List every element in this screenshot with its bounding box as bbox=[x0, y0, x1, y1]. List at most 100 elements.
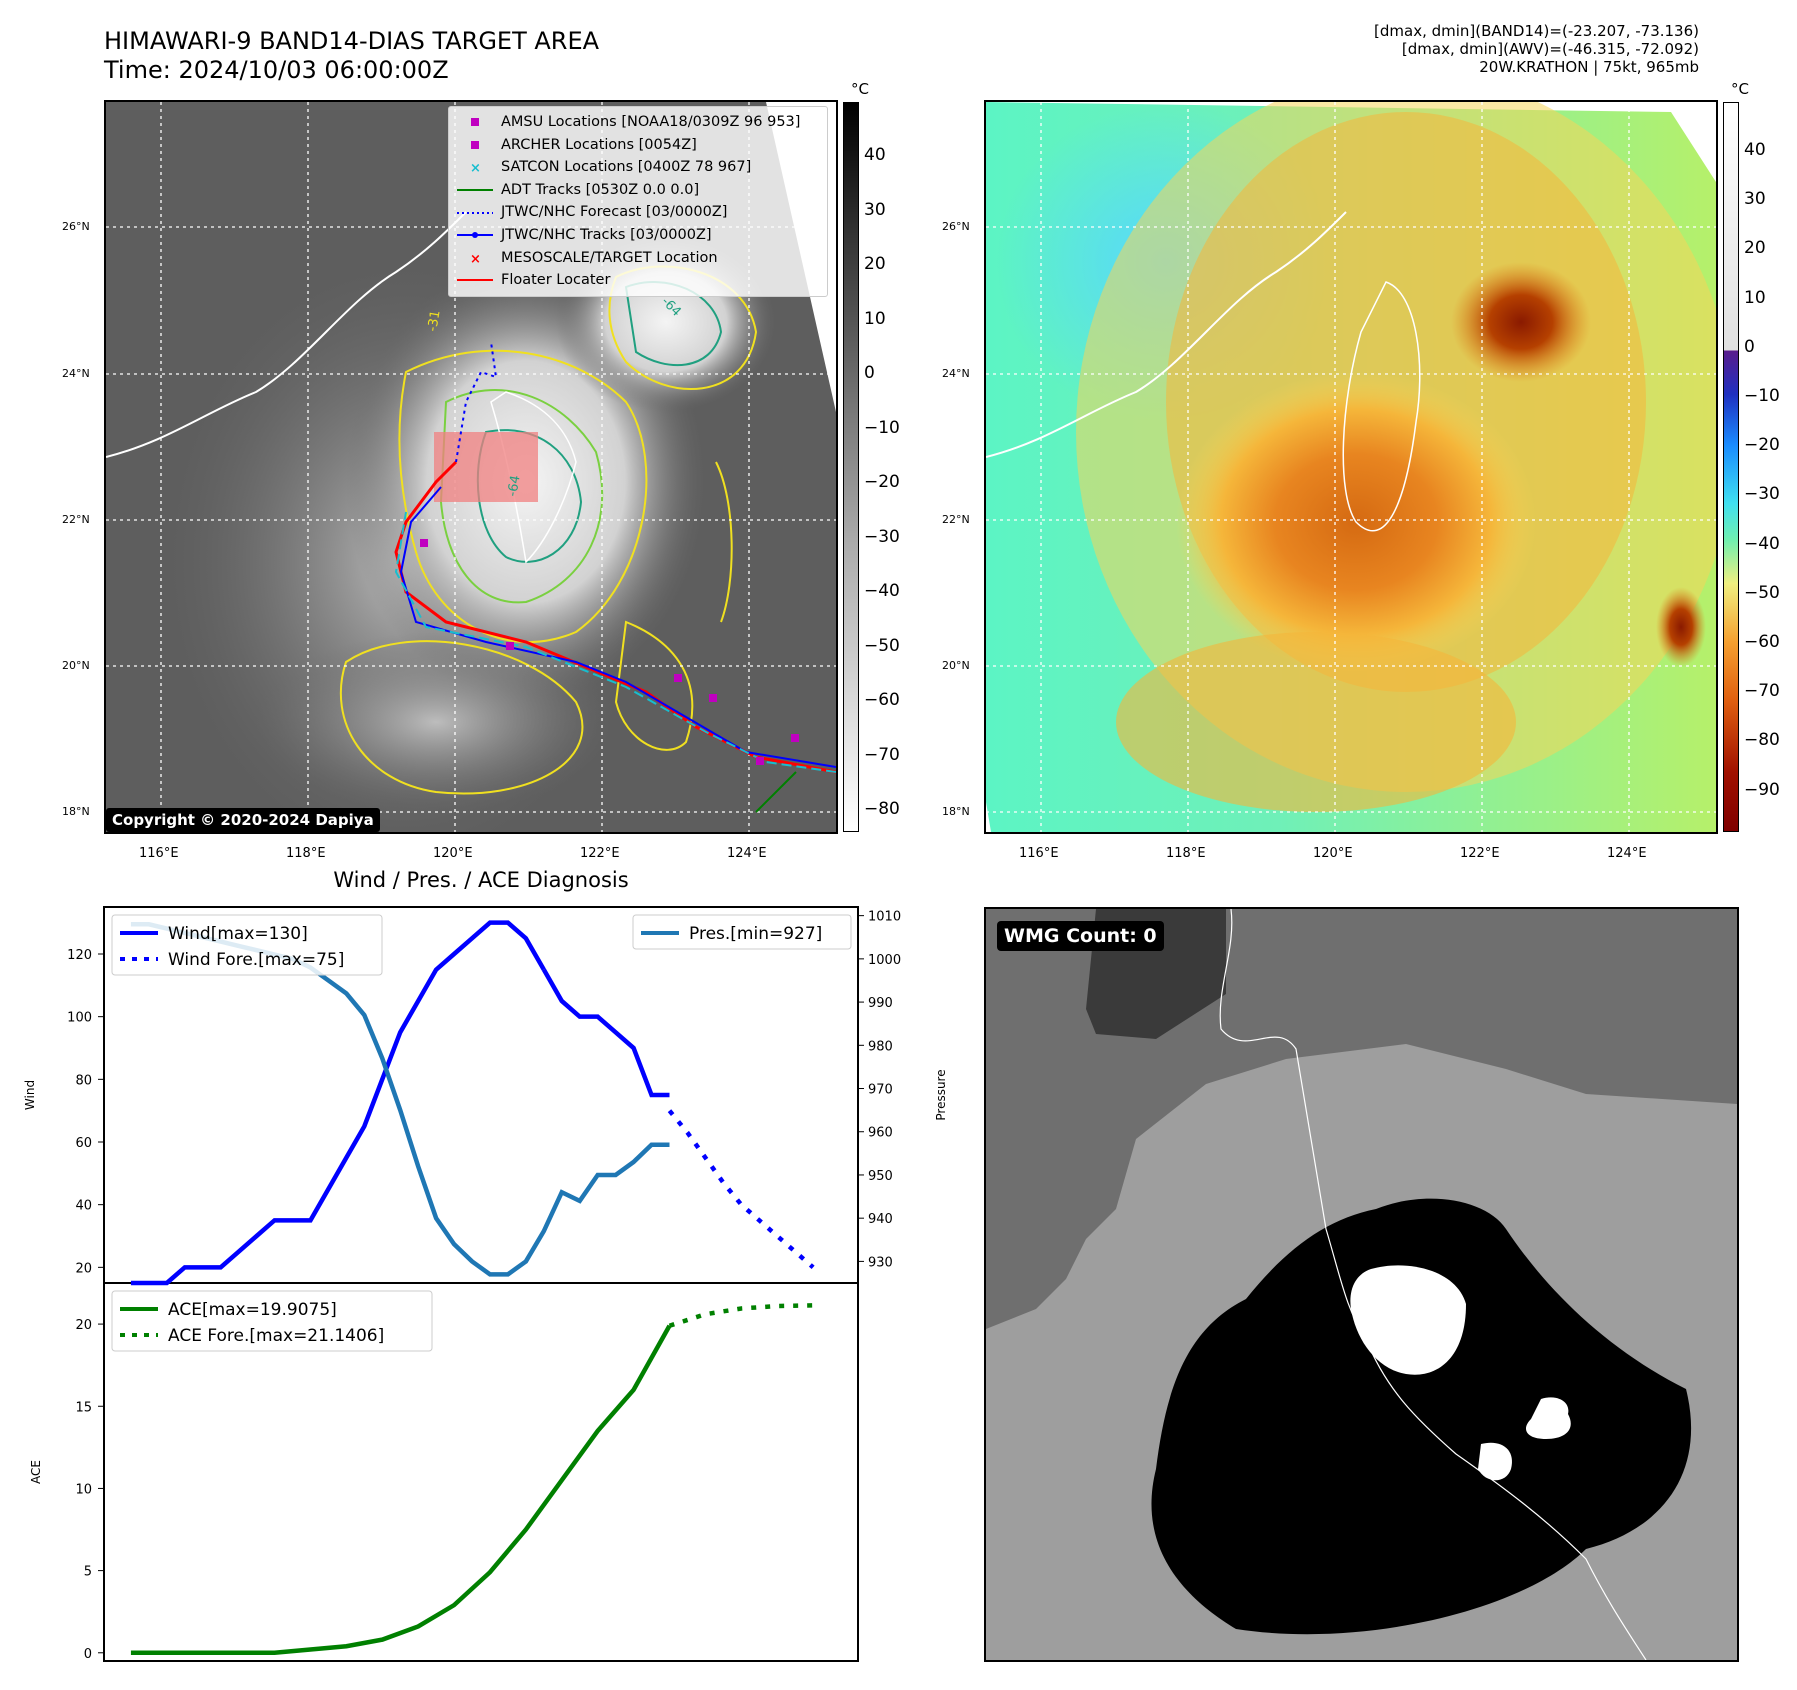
lat-tick-label: 20°N bbox=[942, 659, 970, 672]
colorbar-tick-label: 10 bbox=[1744, 287, 1766, 308]
lon-tick-label: 120°E bbox=[1313, 846, 1353, 861]
legend-label: AMSU Locations [NOAA18/0309Z 96 953] bbox=[501, 114, 801, 130]
lat-tick-label: 24°N bbox=[62, 367, 90, 380]
lat-tick-label: 26°N bbox=[62, 220, 90, 233]
right-colorbar bbox=[1723, 102, 1739, 832]
chart-legend-label: Pres.[min=927] bbox=[689, 924, 822, 944]
left-colorbar bbox=[843, 102, 859, 832]
colorbar-tick-label: −20 bbox=[864, 472, 900, 492]
series-line-pressure bbox=[130, 922, 670, 1277]
ace-axis-label: ACE bbox=[29, 1460, 43, 1484]
legend-entry: JTWC/NHC Forecast [03/0000Z] bbox=[455, 201, 821, 224]
wmg-panel: WMG Count: 0 bbox=[984, 907, 1739, 1662]
colorbar-tick-label: −20 bbox=[1744, 435, 1780, 456]
colorbar-tick-label: 0 bbox=[1744, 336, 1755, 357]
storm-info: [dmax, dmin](BAND14)=(-23.207, -73.136) … bbox=[1374, 22, 1699, 76]
legend-symbol-icon bbox=[471, 118, 479, 127]
lon-tick-label: 122°E bbox=[580, 846, 620, 861]
colorbar-tick-label: 30 bbox=[1744, 189, 1766, 210]
wind-axis-label: Wind bbox=[23, 1080, 37, 1110]
legend-label: JTWC/NHC Forecast [03/0000Z] bbox=[501, 204, 728, 221]
chart-legend-label: ACE Fore.[max=21.1406] bbox=[168, 1326, 384, 1346]
legend-symbol-icon bbox=[457, 211, 493, 214]
lon-tick-label: 118°E bbox=[286, 846, 326, 861]
ace-axes bbox=[103, 1282, 859, 1662]
series-line-ace bbox=[668, 1303, 814, 1328]
ir-map-panel: -31 -64 -64 AMSU Locations [NOAA18/0309Z… bbox=[104, 100, 838, 834]
pressure-ytick-label: 950 bbox=[868, 1169, 893, 1184]
legend-entry: JTWC/NHC Tracks [03/0000Z] bbox=[455, 224, 821, 247]
colorbar-tick-label: 40 bbox=[1744, 140, 1766, 160]
wind-ytick-label: 20 bbox=[75, 1261, 92, 1276]
colorbar-tick-label: −90 bbox=[1744, 779, 1780, 800]
lat-tick-label: 18°N bbox=[942, 805, 970, 818]
colorbar-tick-label: −40 bbox=[1744, 533, 1780, 554]
wind-ytick-label: 80 bbox=[75, 1073, 92, 1088]
wmg-count-badge: WMG Count: 0 bbox=[997, 921, 1164, 951]
pressure-ytick-label: 930 bbox=[868, 1255, 893, 1270]
info-line-2: [dmax, dmin](AWV)=(-46.315, -72.092) bbox=[1401, 40, 1699, 58]
legend-entry: × SATCON Locations [0400Z 78 967] bbox=[455, 156, 821, 179]
colorbar-tick-label: −60 bbox=[864, 690, 900, 710]
legend-label: Floater Locater bbox=[501, 272, 611, 289]
lat-tick-label: 26°N bbox=[942, 220, 970, 233]
legend-entry: AMSU Locations [NOAA18/0309Z 96 953] bbox=[455, 111, 821, 134]
pressure-ytick-label: 1010 bbox=[868, 910, 901, 925]
legend-symbol-icon bbox=[457, 232, 493, 239]
lon-tick-label: 124°E bbox=[1607, 846, 1647, 861]
legend-label: SATCON Locations [0400Z 78 967] bbox=[501, 159, 752, 176]
legend-entry: Floater Locater bbox=[455, 269, 821, 292]
colorbar-tick-label: −10 bbox=[1744, 386, 1780, 406]
pressure-ytick-label: 970 bbox=[868, 1083, 893, 1098]
legend-symbol-icon: × bbox=[470, 252, 481, 265]
diagnosis-chart-svg: 2040608010012093094095096097098099010001… bbox=[23, 906, 948, 1662]
colorbar-tick-label: −30 bbox=[1744, 484, 1780, 505]
wind-ytick-label: 100 bbox=[67, 1011, 92, 1026]
legend-symbol-icon: × bbox=[470, 161, 481, 174]
lat-tick-label: 18°N bbox=[62, 805, 90, 818]
pressure-ytick-label: 980 bbox=[868, 1039, 893, 1054]
awv-map-panel bbox=[984, 100, 1718, 834]
series-line-ace bbox=[130, 1324, 672, 1656]
legend-entry: ARCHER Locations [0054Z] bbox=[455, 134, 821, 157]
svg-text:×: × bbox=[470, 252, 481, 265]
contour-label: -64 bbox=[505, 474, 523, 498]
ace-ytick-label: 5 bbox=[84, 1565, 92, 1580]
info-line-3: 20W.KRATHON | 75kt, 965mb bbox=[1479, 58, 1699, 76]
wmg-map-canvas bbox=[986, 909, 1737, 1660]
legend-label: ARCHER Locations [0054Z] bbox=[501, 136, 697, 153]
series-line-wind bbox=[130, 920, 546, 1286]
pressure-ytick-label: 990 bbox=[868, 996, 893, 1011]
colorbar-tick-label: −40 bbox=[864, 581, 900, 601]
chart-legend-label: Wind Fore.[max=75] bbox=[168, 950, 344, 970]
main-title: HIMAWARI-9 BAND14-DIAS TARGET AREA Time:… bbox=[104, 27, 599, 85]
legend-entry: × MESOSCALE/TARGET Location bbox=[455, 247, 821, 270]
ace-ytick-label: 20 bbox=[75, 1318, 92, 1333]
chart-legend-box bbox=[111, 914, 383, 976]
colorbar-tick-label: −10 bbox=[864, 417, 900, 438]
pressure-axis-label: Pressure bbox=[934, 1069, 948, 1120]
colorbar-tick-label: −50 bbox=[1744, 582, 1780, 603]
awv-map-canvas bbox=[986, 102, 1716, 832]
colorbar-tick-label: −80 bbox=[864, 799, 900, 819]
title-line-1: HIMAWARI-9 BAND14-DIAS TARGET AREA bbox=[104, 27, 600, 55]
legend-label: ADT Tracks [0530Z 0.0 0.0] bbox=[501, 181, 700, 198]
lat-tick-label: 24°N bbox=[942, 367, 970, 380]
wind-ytick-label: 120 bbox=[67, 948, 92, 963]
wind-ytick-label: 60 bbox=[75, 1136, 92, 1151]
chart-legend-label: ACE[max=19.9075] bbox=[168, 1300, 337, 1320]
chart-legend-box bbox=[111, 1290, 433, 1352]
colorbar-tick-label: 20 bbox=[864, 254, 886, 274]
diagnosis-title: Wind / Pres. / ACE Diagnosis bbox=[333, 868, 629, 892]
legend-symbol-icon bbox=[457, 189, 493, 192]
series-line-wind bbox=[541, 968, 670, 1098]
ace-ytick-label: 15 bbox=[75, 1400, 92, 1415]
colorbar-tick-label: −70 bbox=[1744, 681, 1780, 702]
ace-ytick-label: 0 bbox=[84, 1647, 92, 1662]
legend-symbol-icon bbox=[471, 140, 479, 149]
info-line-1: [dmax, dmin](BAND14)=(-23.207, -73.136) bbox=[1374, 22, 1699, 40]
lon-tick-label: 116°E bbox=[1019, 846, 1059, 861]
colorbar-tick-label: 10 bbox=[864, 308, 886, 329]
lat-tick-label: 22°N bbox=[942, 513, 970, 526]
pressure-ytick-label: 960 bbox=[868, 1126, 893, 1141]
